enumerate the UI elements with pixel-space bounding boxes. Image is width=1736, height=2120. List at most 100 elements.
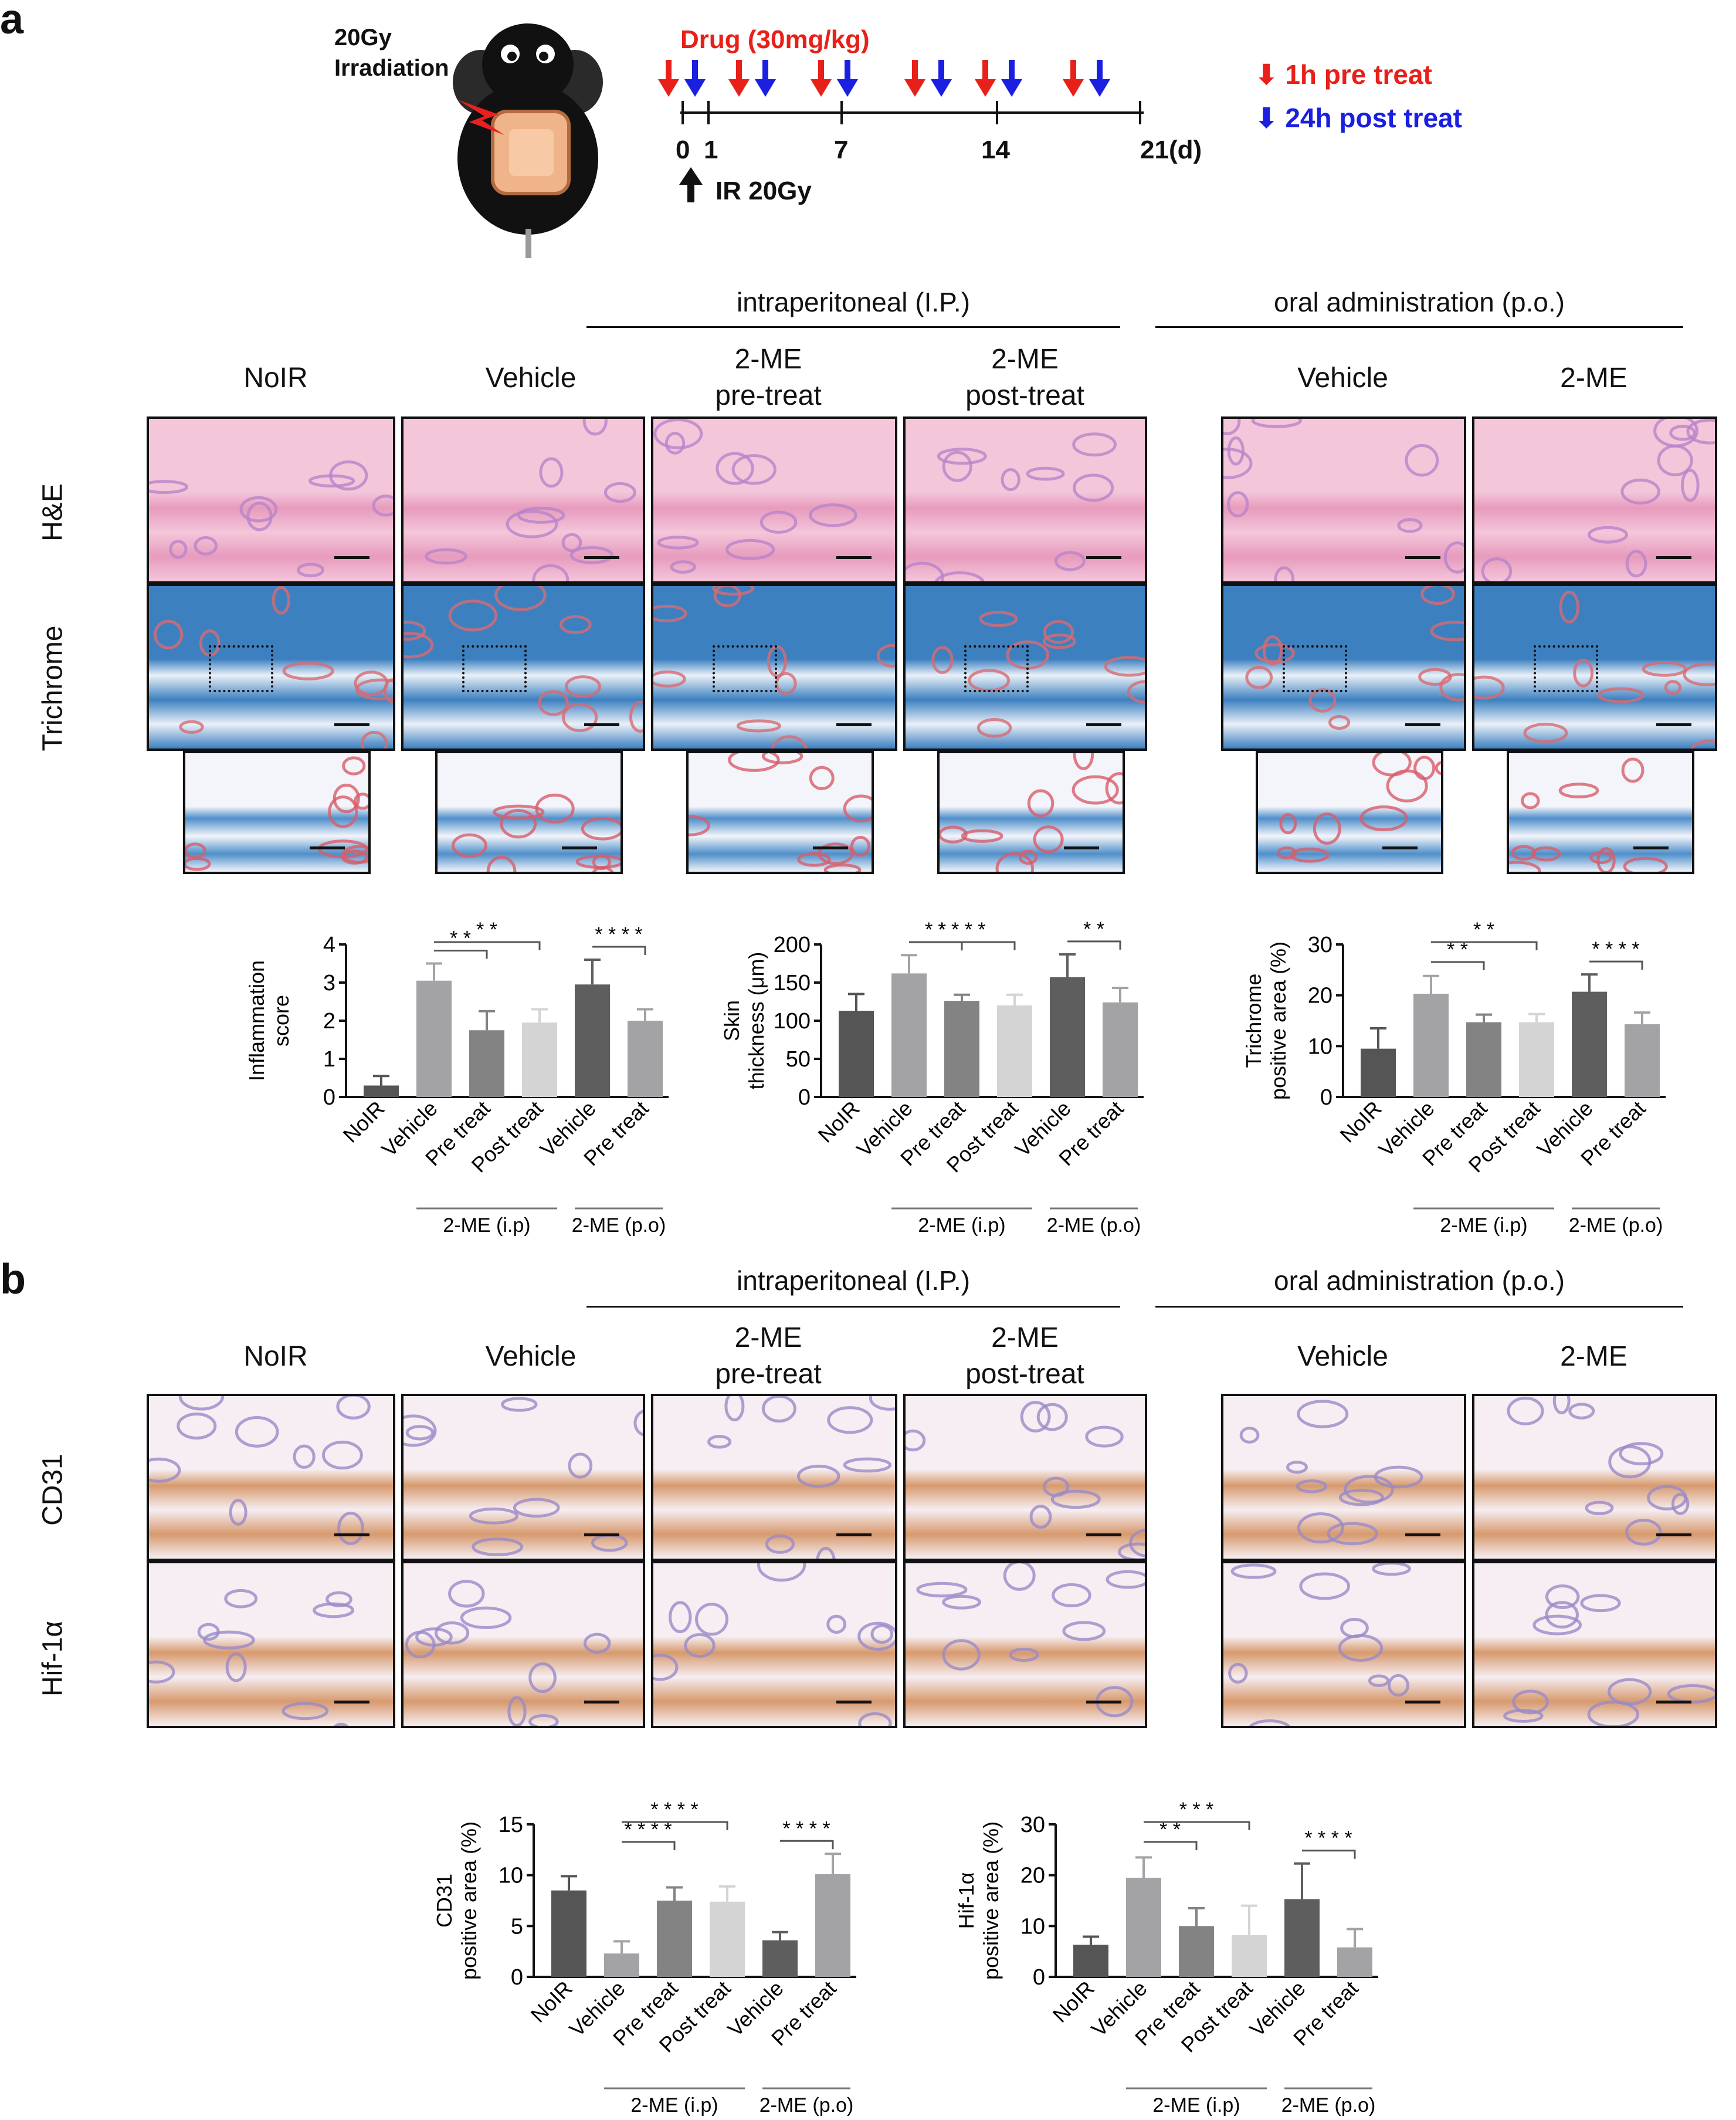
- post-dose-arrow-icon: [755, 60, 776, 97]
- scale-bar: [334, 1701, 369, 1704]
- group-po-a: oral administration (p.o.): [1274, 287, 1565, 317]
- b-column-label-0: NoIR: [147, 1339, 405, 1375]
- y-tick-label: 50: [786, 1047, 811, 1072]
- scale-bar: [562, 846, 597, 849]
- post-dose-arrow-icon: [931, 60, 952, 97]
- bar: [522, 1022, 557, 1097]
- bar: [710, 1901, 745, 1977]
- significance-label: * * * *: [650, 1799, 698, 1821]
- tick-14: 14: [981, 136, 1010, 164]
- significance-label: * *: [476, 919, 497, 941]
- trichrome-tile: [1221, 584, 1466, 751]
- scale-bar: [1086, 1533, 1121, 1536]
- group-po-line-a: [1155, 326, 1683, 328]
- a-column-label-1: Vehicle: [405, 360, 657, 397]
- ir-label: IR 20Gy: [716, 177, 812, 205]
- significance-bracket: * * * *: [1589, 938, 1643, 970]
- significance-bracket: * *: [1431, 919, 1538, 950]
- scale-bar: [1656, 723, 1691, 726]
- group-label: 2-ME (i.p): [443, 1214, 530, 1237]
- a-column-label-3: 2-ME post-treat: [900, 341, 1150, 414]
- group-label: 2-ME (p.o): [1047, 1214, 1141, 1237]
- row-label-hif: Hif-1α: [37, 1620, 69, 1697]
- bar: [944, 1001, 979, 1097]
- zoom-region-box: [462, 645, 527, 692]
- group-label: 2-ME (p.o): [1569, 1214, 1663, 1237]
- significance-bracket: * * * *: [592, 923, 646, 955]
- scale-bar: [836, 723, 872, 726]
- y-tick-label: 5: [511, 1914, 523, 1939]
- a-column-label-line: Vehicle: [1297, 363, 1388, 394]
- y-tick-label: 20: [1020, 1864, 1045, 1888]
- row-label-cd31: CD31: [37, 1454, 69, 1526]
- trichrome-zoom-tile: [937, 751, 1125, 874]
- group-label: 2-ME (i.p): [630, 2094, 718, 2116]
- significance-bracket: * * *: [1144, 1799, 1250, 1830]
- post-dose-arrow-icon: [837, 60, 858, 97]
- b-column-label-5: 2-ME: [1472, 1339, 1715, 1375]
- b-column-label-4: Vehicle: [1221, 1339, 1464, 1375]
- significance-label: * *: [1083, 918, 1104, 940]
- tick-21: 21(d): [1140, 136, 1202, 164]
- significance-bracket: * * * *: [909, 919, 1016, 950]
- bar: [1413, 994, 1449, 1097]
- bar: [997, 1005, 1032, 1097]
- trichrome-zoom-tile: [1256, 751, 1443, 874]
- a-column-label-0: NoIR: [147, 360, 405, 397]
- a-column-label-line: 2-ME: [991, 344, 1059, 375]
- he-tile: [147, 416, 395, 584]
- pre-dose-arrow-icon: [658, 60, 679, 97]
- y-axis-label: thickness (μm): [744, 952, 768, 1090]
- bar: [364, 1085, 399, 1097]
- scale-bar: [836, 1533, 872, 1536]
- y-tick-label: 0: [511, 1965, 523, 1990]
- post-dose-arrow-icon: [1089, 60, 1110, 97]
- bar: [551, 1890, 586, 1977]
- scale-bar: [1405, 723, 1440, 726]
- irradiation-text: Irradiation: [334, 55, 449, 81]
- tick-1: 1: [704, 136, 718, 164]
- he-tile: [1221, 416, 1466, 584]
- ir-arrow-icon: [679, 167, 703, 202]
- bar: [1337, 1947, 1372, 1977]
- significance-label: * *: [925, 919, 946, 941]
- cd31-tile: [147, 1394, 395, 1561]
- bar: [1103, 1002, 1138, 1097]
- scale-bar: [1086, 723, 1121, 726]
- y-tick-label: 0: [323, 1085, 335, 1110]
- y-tick-label: 10: [1020, 1914, 1045, 1939]
- a-column-label-line: 2-ME: [1560, 363, 1628, 394]
- pre-arrow-icon: ⬇: [1255, 59, 1278, 90]
- bar: [575, 984, 610, 1097]
- significance-label: * * * *: [595, 923, 642, 946]
- pre-dose-arrow-icon: [975, 60, 996, 97]
- trichrome-zoom-tile: [183, 751, 371, 874]
- zoom-region-box: [1282, 645, 1347, 692]
- zoom-region-box: [1533, 645, 1598, 692]
- scale-bar: [1656, 1533, 1691, 1536]
- irradiation-label: 20Gy Irradiation: [334, 22, 449, 83]
- y-tick-label: 0: [798, 1085, 811, 1110]
- a-column-label-line: NoIR: [243, 363, 308, 394]
- zoom-region-box: [209, 645, 273, 692]
- drug-label: Drug (30mg/kg): [680, 25, 870, 54]
- bar: [1466, 1022, 1501, 1097]
- pre-dose-arrow-icon: [904, 60, 925, 97]
- panel-letter-a: a: [0, 0, 24, 43]
- zoom-region-box: [964, 645, 1029, 692]
- a-column-label-4: Vehicle: [1221, 360, 1464, 397]
- group-po-line-b: [1155, 1306, 1683, 1308]
- row-label-he: H&E: [37, 483, 69, 541]
- scale-bar: [334, 723, 369, 726]
- row-label-trichrome: Trichrome: [37, 625, 69, 751]
- scale-bar: [1064, 846, 1099, 849]
- hif-tile: [401, 1561, 645, 1728]
- scale-bar: [334, 556, 369, 559]
- scale-bar: [334, 1533, 369, 1536]
- a-column-label-line: post-treat: [965, 380, 1084, 411]
- significance-label: * * * *: [1592, 938, 1639, 960]
- bar: [839, 1011, 874, 1097]
- significance-bracket: * *: [434, 927, 488, 959]
- bar: [1519, 1022, 1554, 1097]
- scale-bar: [1633, 846, 1669, 849]
